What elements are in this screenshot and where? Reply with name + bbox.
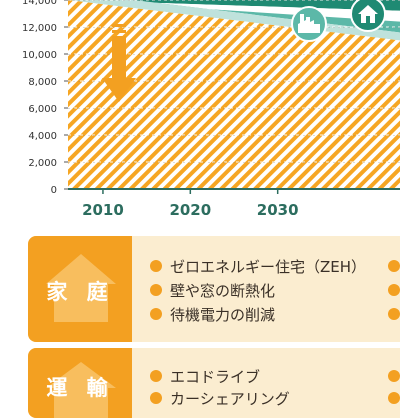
category-label: 運 輸 (46, 376, 114, 400)
bullet-icon (150, 308, 162, 320)
y-tick-label: 4,000 (28, 131, 57, 142)
household-panel: 家 庭 ゼロエネルギー住宅（ZEH） 壁や窓の断熱化 待機電力の削減 (28, 236, 400, 342)
bullet-icon (388, 284, 400, 296)
bullet-icon (150, 260, 162, 272)
factory-icon (291, 6, 327, 42)
y-tick-label: 6,000 (28, 104, 57, 115)
y-tick-label: 2,000 (28, 158, 57, 169)
y-tick-label: 14,000 (22, 0, 57, 7)
series-area-hatched (68, 0, 400, 189)
transport-category: 運 輸 (28, 348, 132, 418)
house-shape-icon (46, 254, 116, 322)
bullet-icon (388, 260, 400, 272)
y-tick-label: 10,000 (22, 50, 57, 61)
x-tick-label: 2010 (82, 201, 124, 219)
household-category: 家 庭 (28, 236, 132, 342)
bullet-icon (150, 370, 162, 382)
transport-panel: 運 輸 エコドライブ カーシェアリング (28, 348, 400, 418)
y-tick-label: 12,000 (22, 23, 57, 34)
y-tick-label: 8,000 (28, 77, 57, 88)
bullet-icon (150, 392, 162, 404)
bullet-icon (150, 284, 162, 296)
bullet-icon (388, 308, 400, 320)
x-tick-label: 2030 (257, 201, 299, 219)
y-tick-label: 0 (51, 185, 57, 196)
x-tick-label: 2020 (169, 201, 211, 219)
bullet-icon (388, 370, 400, 382)
emissions-chart: 0 2,000 4,000 6,000 8,000 10,000 12,000 14,000 … (22, 0, 400, 219)
down-arrow-icon (102, 24, 136, 102)
category-label: 家 庭 (46, 280, 114, 304)
area-chart: 02,0004,0006,0008,00010,00012,00014,000 … (22, 0, 400, 219)
bullet-icon (388, 392, 400, 404)
house-icon (350, 0, 386, 32)
